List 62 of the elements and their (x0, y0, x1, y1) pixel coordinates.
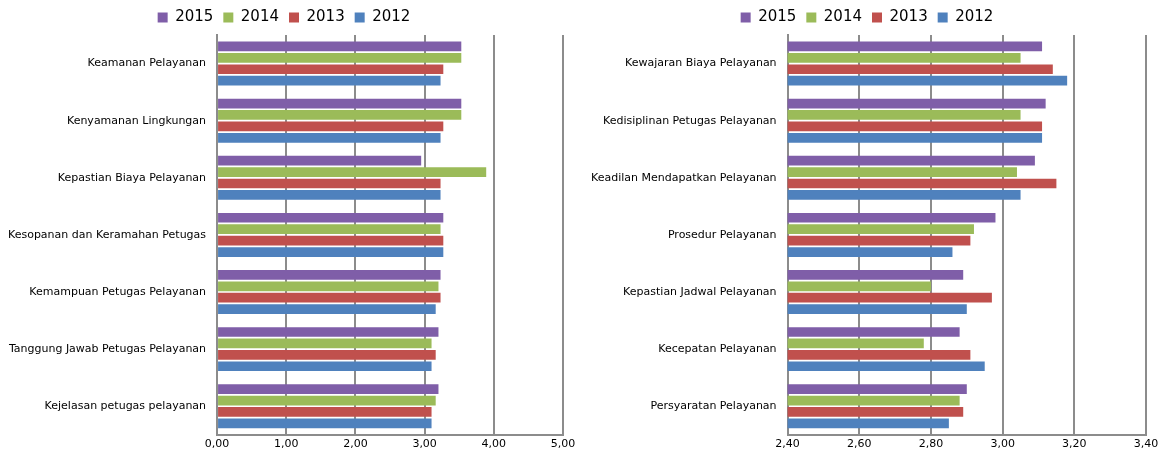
bar (218, 270, 441, 280)
bar (218, 235, 444, 246)
bar (218, 349, 436, 360)
x-tick-label: 3,40 (1133, 437, 1159, 451)
x-tick-label: 4,00 (481, 437, 507, 451)
legend-label: 2014 (823, 7, 863, 26)
y-tick-label: Persyaratan Pelayanan (650, 399, 777, 413)
legend-label: 2012 (955, 7, 994, 26)
bar (218, 247, 444, 257)
y-tick-label: Kedisiplinan Petugas Pelayanan (603, 113, 777, 127)
bar (218, 327, 439, 337)
bar (218, 167, 487, 177)
bar (218, 178, 441, 189)
y-tick-label: Kecepatan Pelayanan (658, 341, 777, 355)
bar (218, 384, 439, 394)
bar (218, 98, 462, 109)
bar (218, 41, 462, 52)
legend-label: 2012 (372, 7, 411, 26)
bar (218, 407, 432, 417)
x-tick-label: 3,20 (1062, 437, 1087, 451)
bar (218, 281, 439, 292)
bar (218, 155, 422, 166)
legend-label: 2014 (240, 7, 280, 26)
bar (218, 338, 432, 349)
bar (218, 418, 432, 429)
y-tick-label: Kesopanan dan Keramahan Petugas (7, 227, 207, 241)
y-tick-label: Kenyamanan Lingkungan (66, 113, 207, 127)
x-tick-label: 2,80 (918, 437, 944, 451)
bar (218, 361, 432, 372)
bar (218, 304, 436, 314)
bar (218, 224, 441, 235)
bar (218, 64, 444, 75)
x-tick-label: 1,00 (274, 437, 299, 451)
bar (218, 52, 462, 63)
bar (218, 75, 441, 86)
x-tick-label: 0,00 (204, 437, 230, 451)
x-tick-label: 5,00 (550, 437, 576, 451)
bar (218, 132, 441, 143)
bar (218, 110, 462, 120)
x-tick-label: 2,00 (343, 437, 368, 451)
y-tick-label: Kemampuan Petugas Pelayanan (29, 284, 207, 298)
x-tick-label: 3,00 (990, 437, 1015, 451)
y-tick-label: Kepastian Jadwal Pelayanan (623, 284, 777, 298)
y-tick-label: Kepastian Biaya Pelayanan (57, 170, 207, 184)
bar (218, 292, 441, 303)
legend-label: 2015 (758, 7, 797, 26)
y-tick-label: Kewajaran Biaya Pelayanan (625, 56, 777, 70)
bar (218, 190, 441, 200)
y-tick-label: Keamanan Pelayanan (87, 56, 207, 70)
bar (218, 395, 436, 406)
y-tick-label: Kejelasan petugas pelayanan (44, 399, 207, 413)
x-tick-label: 2,60 (847, 437, 872, 451)
y-tick-label: Tanggung Jawab Petugas Pelayanan (7, 341, 207, 355)
x-tick-label: 2,40 (775, 437, 800, 451)
legend-label: 2013 (889, 7, 928, 26)
legend-label: 2013 (306, 7, 345, 26)
y-tick-label: Prosedur Pelayanan (667, 227, 777, 241)
legend-label: 2015 (175, 7, 214, 26)
y-tick-label: Keadilan Mendapatkan Pelayanan (591, 170, 777, 184)
bar (218, 121, 444, 132)
x-tick-label: 3,00 (412, 437, 437, 451)
bar (218, 212, 444, 223)
